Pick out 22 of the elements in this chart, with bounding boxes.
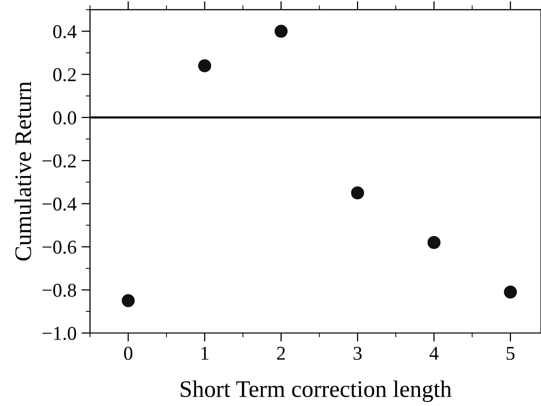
- y-tick-label: −0.6: [42, 240, 76, 254]
- y-tick-label: 0.2: [53, 68, 76, 82]
- point: [504, 286, 517, 299]
- y-tick-label: −0.8: [42, 284, 76, 297]
- point: [274, 24, 288, 38]
- point: [122, 294, 135, 308]
- x-tick-label: 5: [506, 346, 515, 360]
- x-tick-label: 3: [354, 346, 362, 360]
- y-tick-label: 0.4: [53, 25, 76, 38]
- y-tick-label: −1.0: [42, 326, 76, 340]
- y-tick-label: −0.4: [42, 197, 77, 211]
- point: [198, 59, 212, 72]
- point: [427, 236, 440, 249]
- x-tick-label: 1: [202, 346, 208, 360]
- y-tick-label: 0.0: [53, 111, 76, 124]
- x-tick-label: 4: [430, 346, 439, 360]
- x-tick-label: 0: [124, 346, 132, 360]
- y-axis-title: Cumulative Return: [14, 82, 32, 261]
- x-tick-label: 2: [277, 346, 285, 360]
- x-axis-title: Short Term correction length: [180, 380, 452, 402]
- point: [351, 186, 364, 200]
- y-tick-label: −0.2: [42, 154, 76, 168]
